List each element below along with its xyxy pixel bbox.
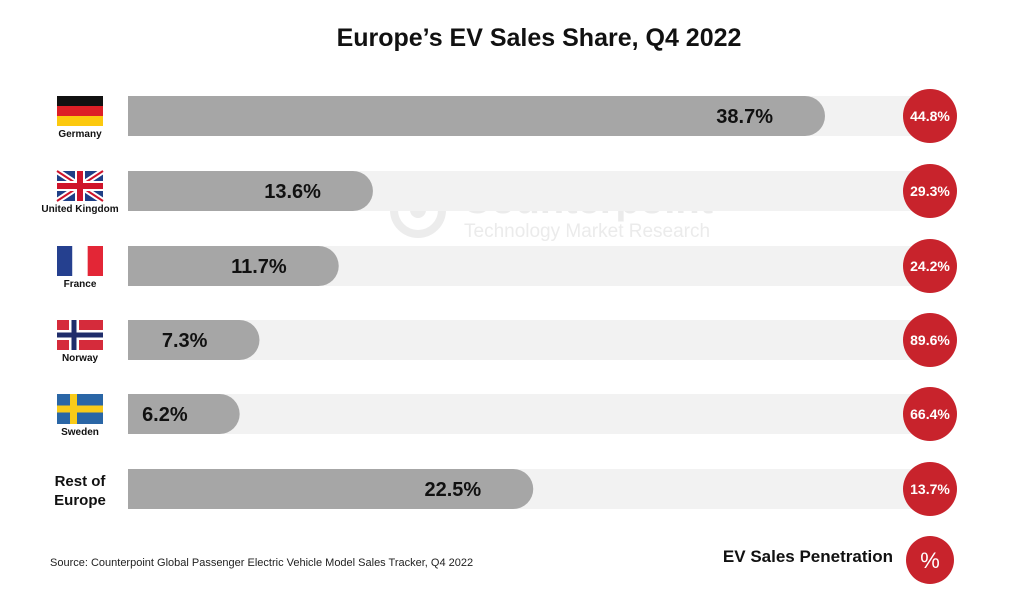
bar-value-label: 6.2% (142, 404, 188, 426)
bar-row: 22.5% Rest of Europe 13.7% (54, 462, 957, 516)
bar-row: 38.7% Germany 44.8% (57, 89, 957, 143)
bar (128, 320, 260, 360)
bar-row: 7.3% Norway 89.6% (57, 313, 957, 367)
bar (128, 96, 825, 136)
flag-stripe (87, 246, 103, 276)
country-label: Rest of Europe (54, 473, 106, 509)
country-label: Germany (58, 129, 102, 140)
penetration-label: 89.6% (910, 332, 950, 348)
bar-value-label: 7.3% (162, 330, 208, 352)
bar-value-label: 11.7% (231, 256, 287, 278)
bar-row: 11.7% France 24.2% (57, 239, 957, 293)
penetration-marker (903, 313, 957, 367)
penetration-marker (903, 239, 957, 293)
chart-title: Europe’s EV Sales Share, Q4 2022 (337, 24, 742, 52)
penetration-label: 29.3% (910, 183, 950, 199)
france-flag-icon (57, 246, 103, 276)
norway-flag-icon (57, 320, 103, 350)
legend-symbol: % (920, 548, 940, 573)
bar-row: 13.6% United Kingdom 29.3% (41, 164, 957, 218)
penetration-label: 44.8% (910, 108, 950, 124)
bar (128, 469, 534, 509)
penetration-marker (903, 387, 957, 441)
flag-cross (57, 332, 103, 338)
watermark-tagline: Technology Market Research (464, 221, 710, 242)
sweden-flag-icon (57, 394, 103, 424)
source-note: Source: Counterpoint Global Passenger El… (50, 557, 473, 569)
bar (128, 394, 240, 434)
flag-stripe (57, 116, 103, 126)
flag-stripe (57, 246, 73, 276)
bar-value-label: 13.6% (264, 181, 321, 203)
legend-label: EV Sales Penetration (723, 547, 893, 566)
flag-stripe (57, 106, 103, 116)
flag-cross (57, 183, 103, 189)
penetration-marker (903, 164, 957, 218)
bar (128, 246, 339, 286)
bar-value-label: 22.5% (425, 479, 482, 501)
country-label: Sweden (61, 427, 99, 438)
penetration-label: 13.7% (910, 481, 950, 497)
bar-value-label: 38.7% (716, 106, 773, 128)
flag-cross (57, 405, 103, 413)
country-label: United Kingdom (41, 204, 118, 215)
bar-row: 6.2% Sweden 66.4% (57, 387, 957, 441)
bar-track (128, 394, 930, 434)
penetration-marker (903, 89, 957, 143)
country-label: Norway (62, 353, 99, 364)
bar (128, 171, 373, 211)
legend: EV Sales Penetration % (723, 536, 954, 584)
flag-stripe (57, 96, 103, 106)
country-label: France (64, 279, 97, 290)
penetration-marker (903, 462, 957, 516)
legend-marker (906, 536, 954, 584)
bar-track (128, 320, 930, 360)
germany-flag-icon (57, 96, 103, 126)
bar-rows: 38.7% Germany 44.8% 13.6% United Kingdom 29.3… (41, 89, 957, 516)
penetration-label: 24.2% (910, 258, 950, 274)
uk-flag-icon (55, 168, 105, 204)
flag-stripe (72, 246, 88, 276)
penetration-label: 66.4% (910, 406, 950, 422)
